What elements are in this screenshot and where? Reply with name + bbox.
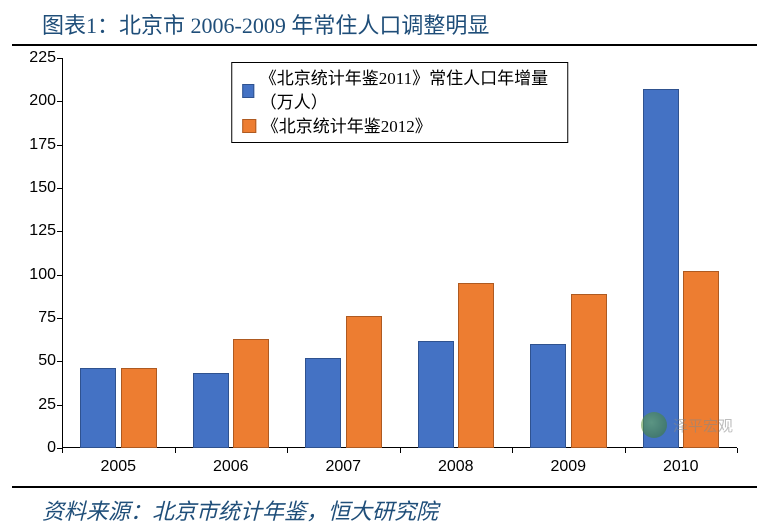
bar bbox=[121, 368, 157, 448]
y-tick-label: 100 bbox=[29, 266, 56, 284]
y-tick-label: 75 bbox=[38, 309, 56, 327]
bar bbox=[233, 339, 269, 448]
y-axis-line bbox=[62, 58, 63, 448]
chart-source: 资料来源：北京市统计年鉴，恒大研究院 bbox=[12, 486, 757, 530]
bar bbox=[458, 283, 494, 448]
x-tick-label: 2005 bbox=[100, 458, 136, 476]
bar bbox=[571, 294, 607, 448]
bar bbox=[530, 344, 566, 448]
x-tick-mark bbox=[287, 448, 288, 453]
bar bbox=[643, 89, 679, 448]
y-tick-label: 25 bbox=[38, 396, 56, 414]
y-tick-label: 50 bbox=[38, 352, 56, 370]
watermark-logo-icon bbox=[641, 412, 667, 438]
legend-swatch-icon bbox=[242, 84, 254, 98]
y-tick-label: 125 bbox=[29, 222, 56, 240]
x-tick-mark bbox=[175, 448, 176, 453]
chart-area: 0 25 50 75 100 125 150 175 200 225 《北京统计年鉴2011》常住… bbox=[12, 46, 757, 486]
y-tick-label: 175 bbox=[29, 136, 56, 154]
y-tick-label: 150 bbox=[29, 179, 56, 197]
watermark-text: 泽平宏观 bbox=[673, 415, 733, 436]
x-tick-mark bbox=[737, 448, 738, 453]
legend: 《北京统计年鉴2011》常住人口年增量（万人） 《北京统计年鉴2012》 bbox=[231, 62, 569, 143]
plot-region: 《北京统计年鉴2011》常住人口年增量（万人） 《北京统计年鉴2012》 bbox=[62, 58, 737, 448]
bar bbox=[80, 368, 116, 448]
bar bbox=[193, 373, 229, 448]
x-tick-mark bbox=[625, 448, 626, 453]
x-tick-label: 2010 bbox=[663, 458, 699, 476]
bar bbox=[418, 341, 454, 448]
legend-item: 《北京统计年鉴2011》常住人口年增量（万人） bbox=[242, 67, 558, 115]
bar bbox=[346, 316, 382, 448]
x-tick-mark bbox=[62, 448, 63, 453]
legend-label: 《北京统计年鉴2012》 bbox=[262, 115, 432, 139]
x-tick-label: 2007 bbox=[325, 458, 361, 476]
x-tick-label: 2009 bbox=[550, 458, 586, 476]
y-axis: 0255075100125150175200225 bbox=[12, 58, 62, 448]
x-tick-label: 2006 bbox=[213, 458, 249, 476]
legend-swatch-icon bbox=[242, 119, 256, 133]
x-tick-label: 2008 bbox=[438, 458, 474, 476]
legend-label: 《北京统计年鉴2011》常住人口年增量（万人） bbox=[260, 67, 557, 115]
chart-container: 图表1：北京市 2006-2009 年常住人口调整明显 0 25 50 75 100 12… bbox=[0, 0, 769, 530]
legend-item: 《北京统计年鉴2012》 bbox=[242, 115, 558, 139]
y-tick-label: 225 bbox=[29, 49, 56, 67]
bar bbox=[305, 358, 341, 448]
x-tick-mark bbox=[400, 448, 401, 453]
x-tick-mark bbox=[512, 448, 513, 453]
y-tick-label: 200 bbox=[29, 92, 56, 110]
y-tick-label: 0 bbox=[47, 439, 56, 457]
watermark: 泽平宏观 bbox=[641, 412, 733, 438]
x-axis: 2005 2006 2007 2008 2009 2010 bbox=[62, 448, 737, 486]
chart-title: 图表1：北京市 2006-2009 年常住人口调整明显 bbox=[12, 0, 757, 46]
